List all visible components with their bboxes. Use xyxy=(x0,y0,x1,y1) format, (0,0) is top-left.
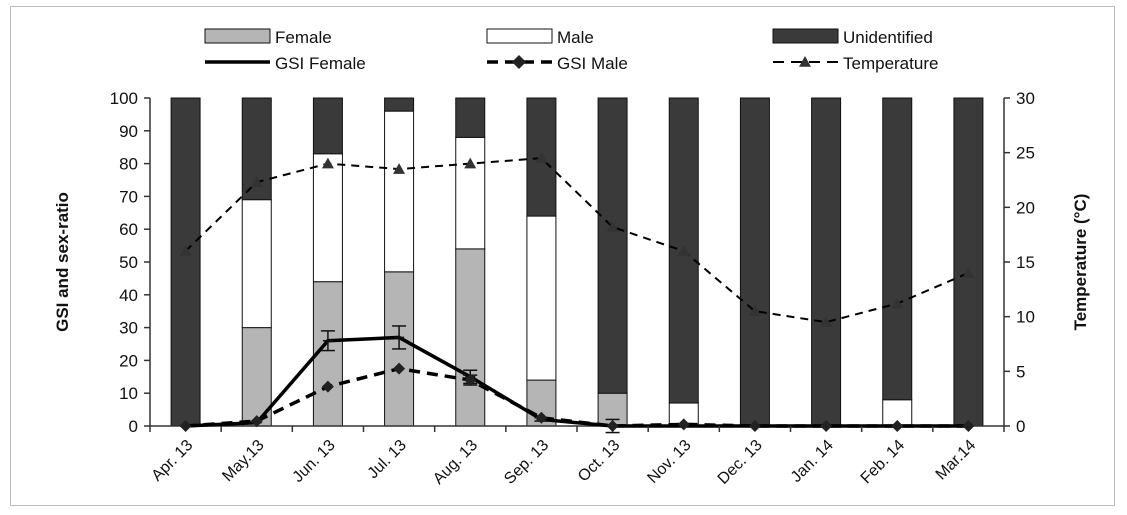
bar-male xyxy=(526,215,557,381)
x-tick-label: Sep. 13 xyxy=(501,437,552,488)
marker-temperature xyxy=(891,297,904,309)
marker-temperature xyxy=(535,152,548,163)
marker-gsi-male xyxy=(393,362,406,375)
legend-label-temperature: Temperature xyxy=(843,54,938,73)
y-right-tick-label: 15 xyxy=(1016,253,1035,272)
bars-layer xyxy=(170,97,984,427)
marker-gsi-male xyxy=(321,380,334,393)
marker-temperature xyxy=(820,316,833,327)
bar-unidentified xyxy=(739,97,770,427)
bar-unidentified xyxy=(811,97,842,427)
line-gsi-male xyxy=(185,366,969,428)
y-left-tick-label: 10 xyxy=(119,384,138,403)
line-temperature xyxy=(184,157,969,324)
bar-male xyxy=(241,199,272,329)
y-left-tick-label: 40 xyxy=(119,286,138,305)
marker-temperature xyxy=(677,245,690,256)
marker-gsi-male xyxy=(677,418,690,431)
marker-gsi-male xyxy=(891,420,904,432)
x-tick-label: Feb. 14 xyxy=(858,437,908,487)
lines-layer xyxy=(179,152,975,434)
x-tick-label: Jan. 14 xyxy=(788,437,837,486)
x-tick-label: Mar.14 xyxy=(933,437,980,484)
x-tick-label: Oct. 13 xyxy=(575,437,624,486)
legend-marker-gsi-male xyxy=(512,55,526,69)
bar-male xyxy=(312,153,343,283)
y-left-tick-label: 50 xyxy=(119,253,138,272)
bar-unidentified xyxy=(882,97,913,401)
y-right-tick-label: 20 xyxy=(1016,198,1035,217)
marker-gsi-male xyxy=(606,420,619,432)
legend-swatch-unidentified xyxy=(772,28,839,44)
x-tick-label: Jul. 13 xyxy=(365,437,410,482)
legend-swatch-male xyxy=(486,28,553,44)
bar-unidentified xyxy=(170,97,201,427)
marker-gsi-male xyxy=(179,420,192,432)
marker-temperature xyxy=(748,305,761,316)
bar-unidentified xyxy=(384,97,415,112)
y-left-tick-label: 70 xyxy=(119,187,138,206)
line-gsi-female xyxy=(185,335,969,428)
marker-gsi-male xyxy=(962,420,975,432)
y-right-tick-label: 5 xyxy=(1016,362,1025,381)
marker-temperature xyxy=(464,157,477,169)
legend: Female Male Unidentified GSI Female GSI Male… xyxy=(204,28,938,73)
marker-temperature xyxy=(250,176,263,187)
legend-label-female: Female xyxy=(275,28,332,47)
marker-gsi-male xyxy=(820,420,833,432)
x-tick-label: May.13 xyxy=(219,437,267,485)
y-left-tick-label: 30 xyxy=(119,319,138,338)
legend-label-male: Male xyxy=(557,28,594,47)
bar-unidentified xyxy=(953,97,984,427)
y-left-tick-label: 100 xyxy=(110,89,138,108)
x-tick-label: Dec. 13 xyxy=(715,437,766,488)
marker-temperature xyxy=(606,221,619,232)
marker-temperature xyxy=(179,245,192,256)
y-right-tick-label: 0 xyxy=(1016,417,1025,436)
y-right-tick-label: 25 xyxy=(1016,144,1035,163)
bar-male xyxy=(455,136,486,250)
marker-gsi-male xyxy=(464,374,477,387)
x-tick-label: Nov. 13 xyxy=(644,437,694,487)
bar-male xyxy=(384,110,415,273)
x-tick-label: Apr. 13 xyxy=(149,437,197,485)
x-tick-label: Aug. 13 xyxy=(430,437,481,488)
legend-swatch-female xyxy=(204,28,271,44)
y-axis-left-label: GSI and sex-ratio xyxy=(53,192,72,332)
y-left-tick-label: 90 xyxy=(119,122,138,141)
y-left-tick-label: 60 xyxy=(119,220,138,239)
marker-gsi-male xyxy=(250,415,263,428)
bar-unidentified xyxy=(597,97,628,394)
bar-female xyxy=(455,248,486,427)
bar-unidentified xyxy=(455,97,486,138)
x-tick-label: Jun. 13 xyxy=(290,437,339,486)
y-right-tick-label: 10 xyxy=(1016,308,1035,327)
y-right-tick-label: 30 xyxy=(1016,89,1035,108)
legend-label-gsi-male: GSI Male xyxy=(557,54,628,73)
axes-layer xyxy=(149,98,1005,427)
legend-label-gsi-female: GSI Female xyxy=(275,54,366,73)
marker-temperature xyxy=(321,157,334,169)
y-left-tick-label: 80 xyxy=(119,155,138,174)
marker-temperature xyxy=(393,163,406,174)
chart-frame xyxy=(10,6,1115,506)
y-axis-right-label: Temperature (°C) xyxy=(1071,194,1090,331)
marker-temperature xyxy=(962,266,975,278)
bar-unidentified xyxy=(312,97,343,155)
marker-gsi-male xyxy=(535,411,548,424)
y-left-tick-label: 0 xyxy=(129,417,138,436)
legend-label-unidentified: Unidentified xyxy=(843,28,933,47)
legend-marker-temperature xyxy=(799,56,811,67)
y-left-tick-label: 20 xyxy=(119,351,138,370)
marker-gsi-male xyxy=(748,420,761,432)
